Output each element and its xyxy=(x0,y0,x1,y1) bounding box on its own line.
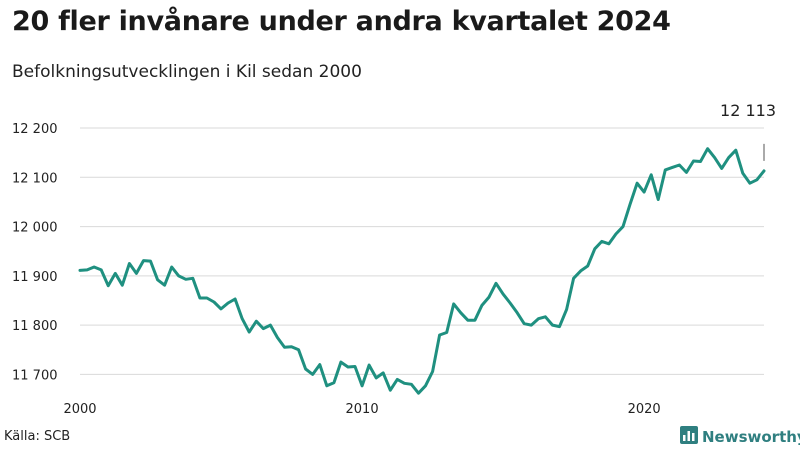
source-note: Källa: SCB xyxy=(4,429,71,444)
y-tick-label: 11 900 xyxy=(12,270,58,285)
gridlines xyxy=(80,127,764,375)
population-line xyxy=(78,147,766,395)
last-value-annotation: 12 113 xyxy=(720,101,776,161)
y-tick-label: 12 100 xyxy=(12,171,58,186)
x-tick-label: 2010 xyxy=(346,402,379,417)
x-tick-label: 2000 xyxy=(63,402,96,417)
y-tick-label: 12 200 xyxy=(12,122,58,137)
y-tick-label: 11 800 xyxy=(12,319,58,334)
y-tick-label: 12 000 xyxy=(12,221,58,236)
newsworthy-logo-icon xyxy=(680,426,698,448)
brand-logo[interactable]: Newsworthy xyxy=(680,426,800,448)
y-tick-label: 11 700 xyxy=(12,368,58,383)
chart-subtitle: Befolkningsutvecklingen i Kil sedan 2000 xyxy=(12,62,362,82)
x-axis-ticks: 2000 2010 2020 xyxy=(63,402,660,417)
brand-name: Newsworthy xyxy=(702,428,800,446)
y-axis-ticks: 11 700 11 800 11 900 12 000 12 100 12 200 xyxy=(12,122,58,383)
chart-title: 20 fler invånare under andra kvartalet 2… xyxy=(12,6,671,37)
x-tick-label: 2020 xyxy=(628,402,661,417)
annotation-label: 12 113 xyxy=(720,101,776,120)
